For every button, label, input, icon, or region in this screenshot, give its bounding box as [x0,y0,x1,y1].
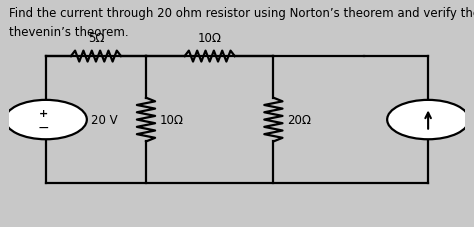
Text: 20Ω: 20Ω [287,114,311,126]
Text: Find the current through 20 ohm resistor using Norton’s theorem and verify the s: Find the current through 20 ohm resistor… [9,7,474,20]
Text: 20 V: 20 V [91,114,118,126]
Text: 5Ω: 5Ω [88,32,104,45]
Circle shape [387,100,469,140]
Text: +: + [39,109,48,118]
Circle shape [5,100,87,140]
Text: −: − [38,121,49,135]
Text: 10Ω: 10Ω [198,32,222,45]
Text: thevenin’s theorem.: thevenin’s theorem. [9,26,129,39]
Text: 10Ω: 10Ω [160,114,183,126]
